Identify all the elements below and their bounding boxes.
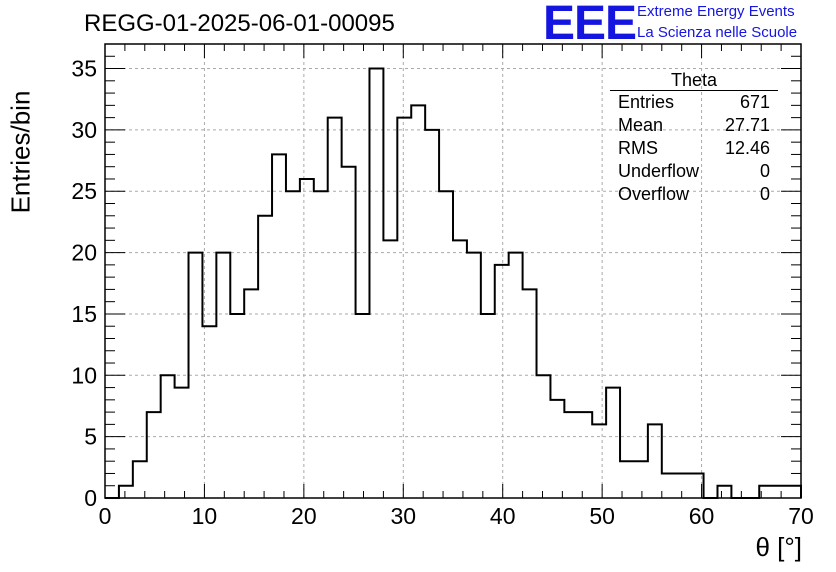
histogram-bin-33 bbox=[564, 412, 578, 498]
histogram-bin-34 bbox=[578, 412, 592, 498]
histogram-bin-1 bbox=[119, 486, 133, 498]
eee-logo: EEE bbox=[543, 0, 637, 50]
x-tick-label-2: 20 bbox=[291, 503, 317, 529]
stats-row-rms: RMS 12.46 bbox=[618, 138, 770, 158]
histogram-bin-38 bbox=[634, 461, 648, 498]
brand-line-2: La Scienza nelle Scuole bbox=[637, 24, 798, 41]
x-tick-label-5: 50 bbox=[589, 503, 615, 529]
histogram-bin-8 bbox=[216, 253, 230, 498]
histogram-bin-10 bbox=[244, 289, 258, 498]
y-tick-label-3: 15 bbox=[71, 301, 97, 327]
brand-line-1: Extreme Energy Events bbox=[637, 3, 795, 20]
histogram-bin-12 bbox=[272, 154, 286, 498]
stats-row-underflow: Underflow 0 bbox=[618, 161, 770, 181]
y-tick-label-2: 10 bbox=[71, 362, 97, 388]
y-tick-label-0: 0 bbox=[84, 485, 97, 511]
histogram-bin-49 bbox=[787, 486, 801, 498]
histogram-bin-27 bbox=[481, 314, 495, 498]
histogram-bin-36 bbox=[606, 388, 620, 498]
histogram-bin-28 bbox=[495, 265, 509, 498]
x-tick-label-0: 0 bbox=[99, 503, 112, 529]
y-tick-label-7: 35 bbox=[71, 56, 97, 82]
histogram-bin-24 bbox=[439, 191, 453, 498]
histogram-bin-23 bbox=[425, 130, 439, 498]
histogram-bin-40 bbox=[662, 473, 676, 498]
histogram-bin-31 bbox=[537, 375, 551, 498]
histogram-bin-22 bbox=[411, 105, 425, 498]
histogram-bin-35 bbox=[592, 424, 606, 498]
histogram-bin-39 bbox=[648, 424, 662, 498]
histogram-bin-5 bbox=[175, 388, 189, 498]
y-tick-label-1: 5 bbox=[84, 424, 97, 450]
histogram-bin-26 bbox=[467, 253, 481, 498]
histogram-bin-16 bbox=[328, 118, 342, 498]
histogram-bin-48 bbox=[773, 486, 787, 498]
histogram-bin-32 bbox=[550, 400, 564, 498]
histogram-bin-3 bbox=[147, 412, 161, 498]
histogram-bin-7 bbox=[202, 326, 216, 498]
stats-row-entries: Entries 671 bbox=[618, 92, 770, 112]
x-tick-label-7: 70 bbox=[788, 503, 814, 529]
histogram-bin-11 bbox=[258, 216, 272, 498]
stats-row-overflow: Overflow 0 bbox=[618, 184, 770, 204]
x-tick-label-1: 10 bbox=[192, 503, 218, 529]
histogram-bin-15 bbox=[314, 191, 328, 498]
histogram-bin-41 bbox=[676, 473, 690, 498]
histogram-bin-14 bbox=[300, 179, 314, 498]
x-tick-label-4: 40 bbox=[490, 503, 516, 529]
stats-title: Theta bbox=[610, 70, 778, 91]
plot-frame bbox=[104, 43, 802, 499]
histogram-bin-30 bbox=[523, 289, 537, 498]
y-tick-label-6: 30 bbox=[71, 117, 97, 143]
histogram-bin-9 bbox=[230, 314, 244, 498]
stats-box: Theta Entries 671 Mean 27.71 RMS 12.46 Unde… bbox=[610, 70, 778, 206]
x-tick-label-6: 60 bbox=[689, 503, 715, 529]
y-tick-label-4: 20 bbox=[71, 240, 97, 266]
histogram-bin-25 bbox=[453, 240, 467, 498]
histogram-bin-13 bbox=[286, 191, 300, 498]
histogram-line bbox=[105, 67, 802, 499]
x-tick-label-3: 30 bbox=[390, 503, 416, 529]
x-axis-label: θ [°] bbox=[755, 532, 802, 562]
histogram-bin-6 bbox=[189, 253, 203, 498]
stats-row-mean: Mean 27.71 bbox=[618, 115, 770, 135]
histogram-bin-20 bbox=[383, 240, 397, 498]
histogram-bin-44 bbox=[717, 486, 731, 498]
histogram-bin-17 bbox=[342, 167, 356, 498]
histogram-bin-29 bbox=[509, 253, 523, 498]
histogram-bin-21 bbox=[397, 118, 411, 498]
y-tick-label-5: 25 bbox=[71, 178, 97, 204]
histogram-bin-19 bbox=[369, 69, 383, 498]
chart-title: REGG-01-2025-06-01-00095 bbox=[84, 10, 395, 37]
histogram-bin-18 bbox=[356, 314, 370, 498]
histogram-bin-4 bbox=[161, 375, 175, 498]
